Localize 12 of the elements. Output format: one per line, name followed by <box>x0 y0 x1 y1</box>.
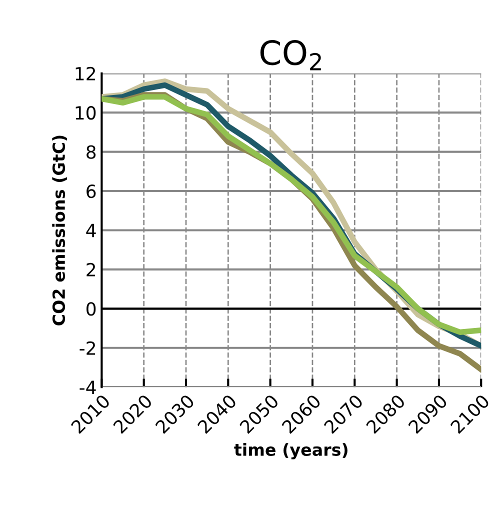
y-tick-label: 2 <box>86 262 96 276</box>
y-tick-label: 8 <box>86 145 96 159</box>
chart-title: CO$_{2}$ <box>260 40 321 70</box>
y-tick-label: 0 <box>86 302 96 316</box>
y-tick-label: 12 <box>76 66 96 80</box>
x-axis-title: time (years) <box>234 443 348 460</box>
y-tick-label: -2 <box>80 341 96 355</box>
y-tick-label: -4 <box>80 380 96 394</box>
y-axis-title: CO2 emissions (GtC) <box>52 136 68 326</box>
y-tick-label: 10 <box>76 106 96 120</box>
y-tick-label: 6 <box>86 184 96 198</box>
y-tick-label: 4 <box>86 224 96 238</box>
